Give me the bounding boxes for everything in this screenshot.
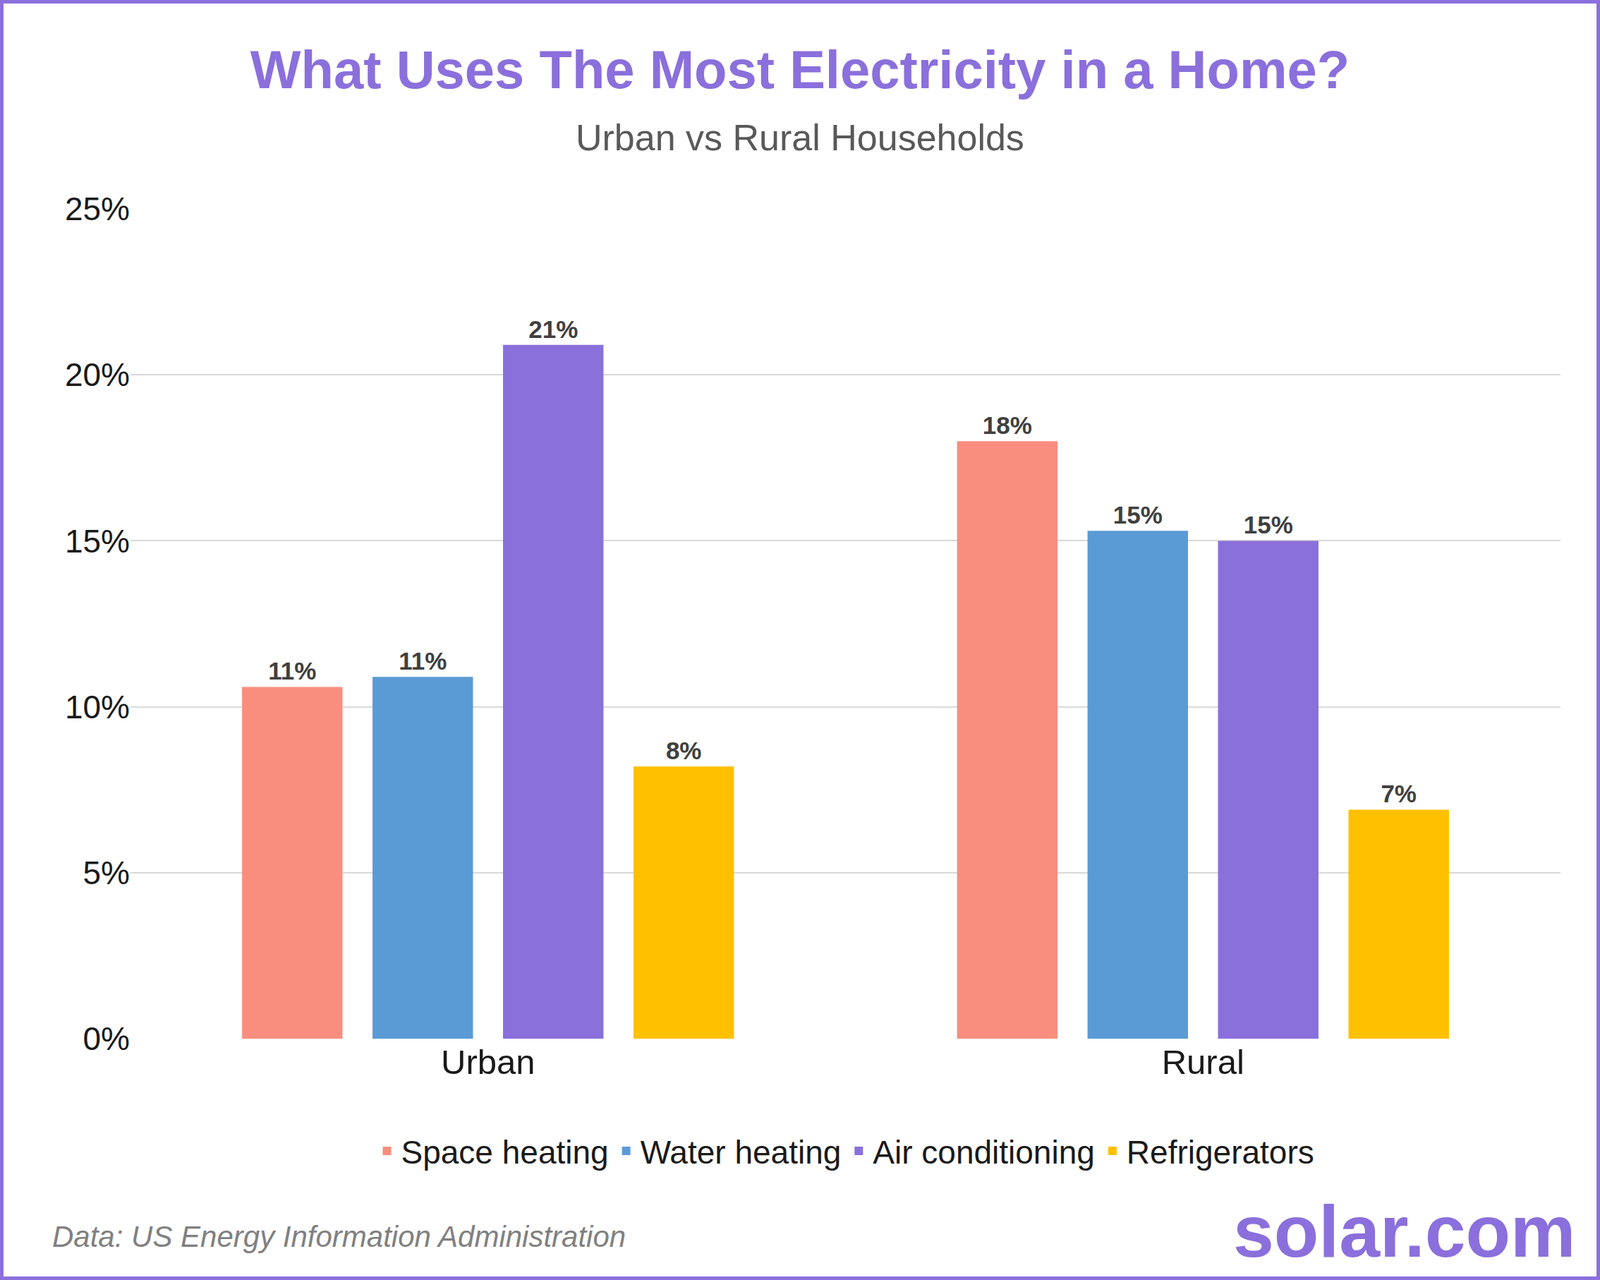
svg-text:solar.com: solar.com: [1233, 1190, 1577, 1272]
svg-text:Urban: Urban: [440, 1042, 535, 1081]
svg-text:15%: 15%: [64, 522, 130, 560]
svg-text:11%: 11%: [268, 656, 317, 685]
svg-text:Refrigerators: Refrigerators: [1126, 1133, 1315, 1171]
svg-text:Air conditioning: Air conditioning: [872, 1133, 1095, 1171]
svg-text:Rural: Rural: [1161, 1042, 1245, 1081]
svg-text:11%: 11%: [398, 646, 447, 675]
svg-text:Urban vs Rural Households: Urban vs Rural Households: [575, 117, 1025, 159]
svg-text:18%: 18%: [982, 411, 1033, 439]
svg-text:20%: 20%: [64, 356, 130, 393]
svg-text:10%: 10%: [64, 688, 130, 726]
svg-text:8%: 8%: [665, 736, 702, 765]
svg-text:0%: 0%: [83, 1020, 130, 1057]
svg-text:Data: US Energy Information Ad: Data: US Energy Information Administrati…: [52, 1219, 626, 1253]
svg-text:7%: 7%: [1380, 779, 1417, 808]
svg-text:21%: 21%: [528, 315, 578, 343]
svg-text:Space heating: Space heating: [401, 1133, 609, 1171]
svg-text:5%: 5%: [83, 854, 130, 892]
svg-text:15%: 15%: [1113, 500, 1163, 529]
svg-text:What Uses The Most Electricity: What Uses The Most Electricity in a Home…: [250, 39, 1350, 100]
svg-text:Water heating: Water heating: [640, 1133, 842, 1171]
svg-text:15%: 15%: [1243, 510, 1294, 539]
svg-text:25%: 25%: [64, 190, 130, 228]
